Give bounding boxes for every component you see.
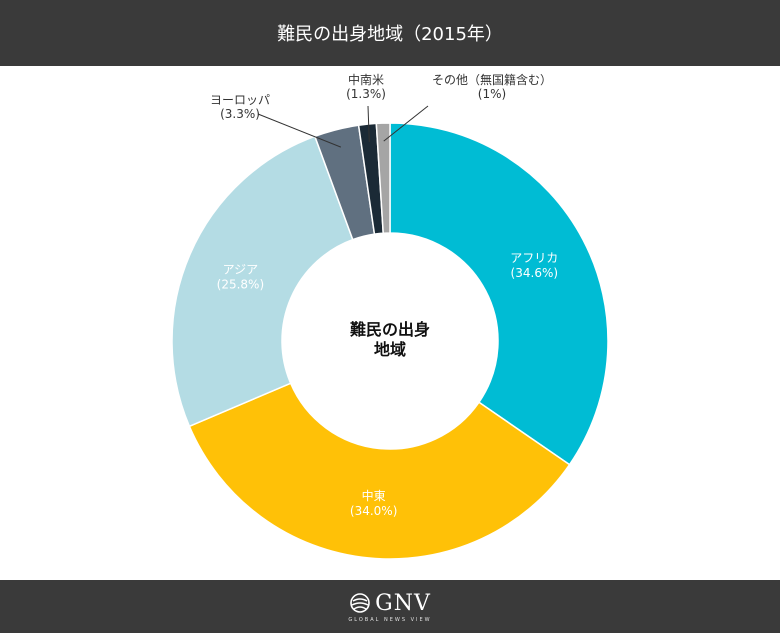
leader-line-3 bbox=[257, 113, 342, 148]
gnv-logo: GNV GLOBAL NEWS VIEW bbox=[348, 591, 431, 623]
slice-label-3: ヨーロッパ bbox=[210, 93, 270, 107]
slice-value-5: (1%) bbox=[478, 87, 506, 101]
slice-1 bbox=[188, 382, 571, 560]
slice-value-2: (25.8%) bbox=[217, 277, 264, 291]
donut-chart: アフリカ(34.6%) 中東(34.0%) アジア(25.8%) ヨーロッパ(3.3%… bbox=[171, 72, 609, 560]
slice-label-0: アフリカ bbox=[510, 251, 558, 265]
slice-label-5: その他（無国籍含む） bbox=[432, 72, 552, 87]
slice-0 bbox=[389, 122, 609, 466]
leader-line-5 bbox=[383, 105, 429, 142]
chart-title: 難民の出身地域（2015年） bbox=[277, 24, 503, 45]
slice-value-0: (34.6%) bbox=[511, 266, 558, 280]
center-label-1: 地域 bbox=[374, 340, 406, 359]
footer: GNV GLOBAL NEWS VIEW bbox=[0, 580, 780, 633]
slice-value-3: (3.3%) bbox=[220, 107, 260, 121]
slice-label-4: 中南米 bbox=[348, 72, 384, 87]
slice-label-2: アジア bbox=[223, 262, 259, 276]
slice-value-4: (1.3%) bbox=[346, 87, 386, 101]
slice-5 bbox=[375, 122, 391, 235]
chart-header: 難民の出身地域（2015年） bbox=[0, 0, 780, 66]
slice-2 bbox=[171, 135, 354, 428]
globe-icon bbox=[350, 593, 370, 613]
logo-text: GNV bbox=[375, 590, 431, 616]
slice-value-1: (34.0%) bbox=[350, 504, 397, 518]
slice-label-1: 中東 bbox=[362, 488, 386, 503]
logo-subtext: GLOBAL NEWS VIEW bbox=[348, 616, 432, 623]
leader-line-4 bbox=[367, 105, 370, 143]
center-label-0: 難民の出身 bbox=[350, 320, 430, 339]
donut-chart-area: アフリカ (34.6%) 中東 (34.0%) アジア (25.8%) ヨーロッパ (3.3%… bbox=[0, 66, 780, 580]
